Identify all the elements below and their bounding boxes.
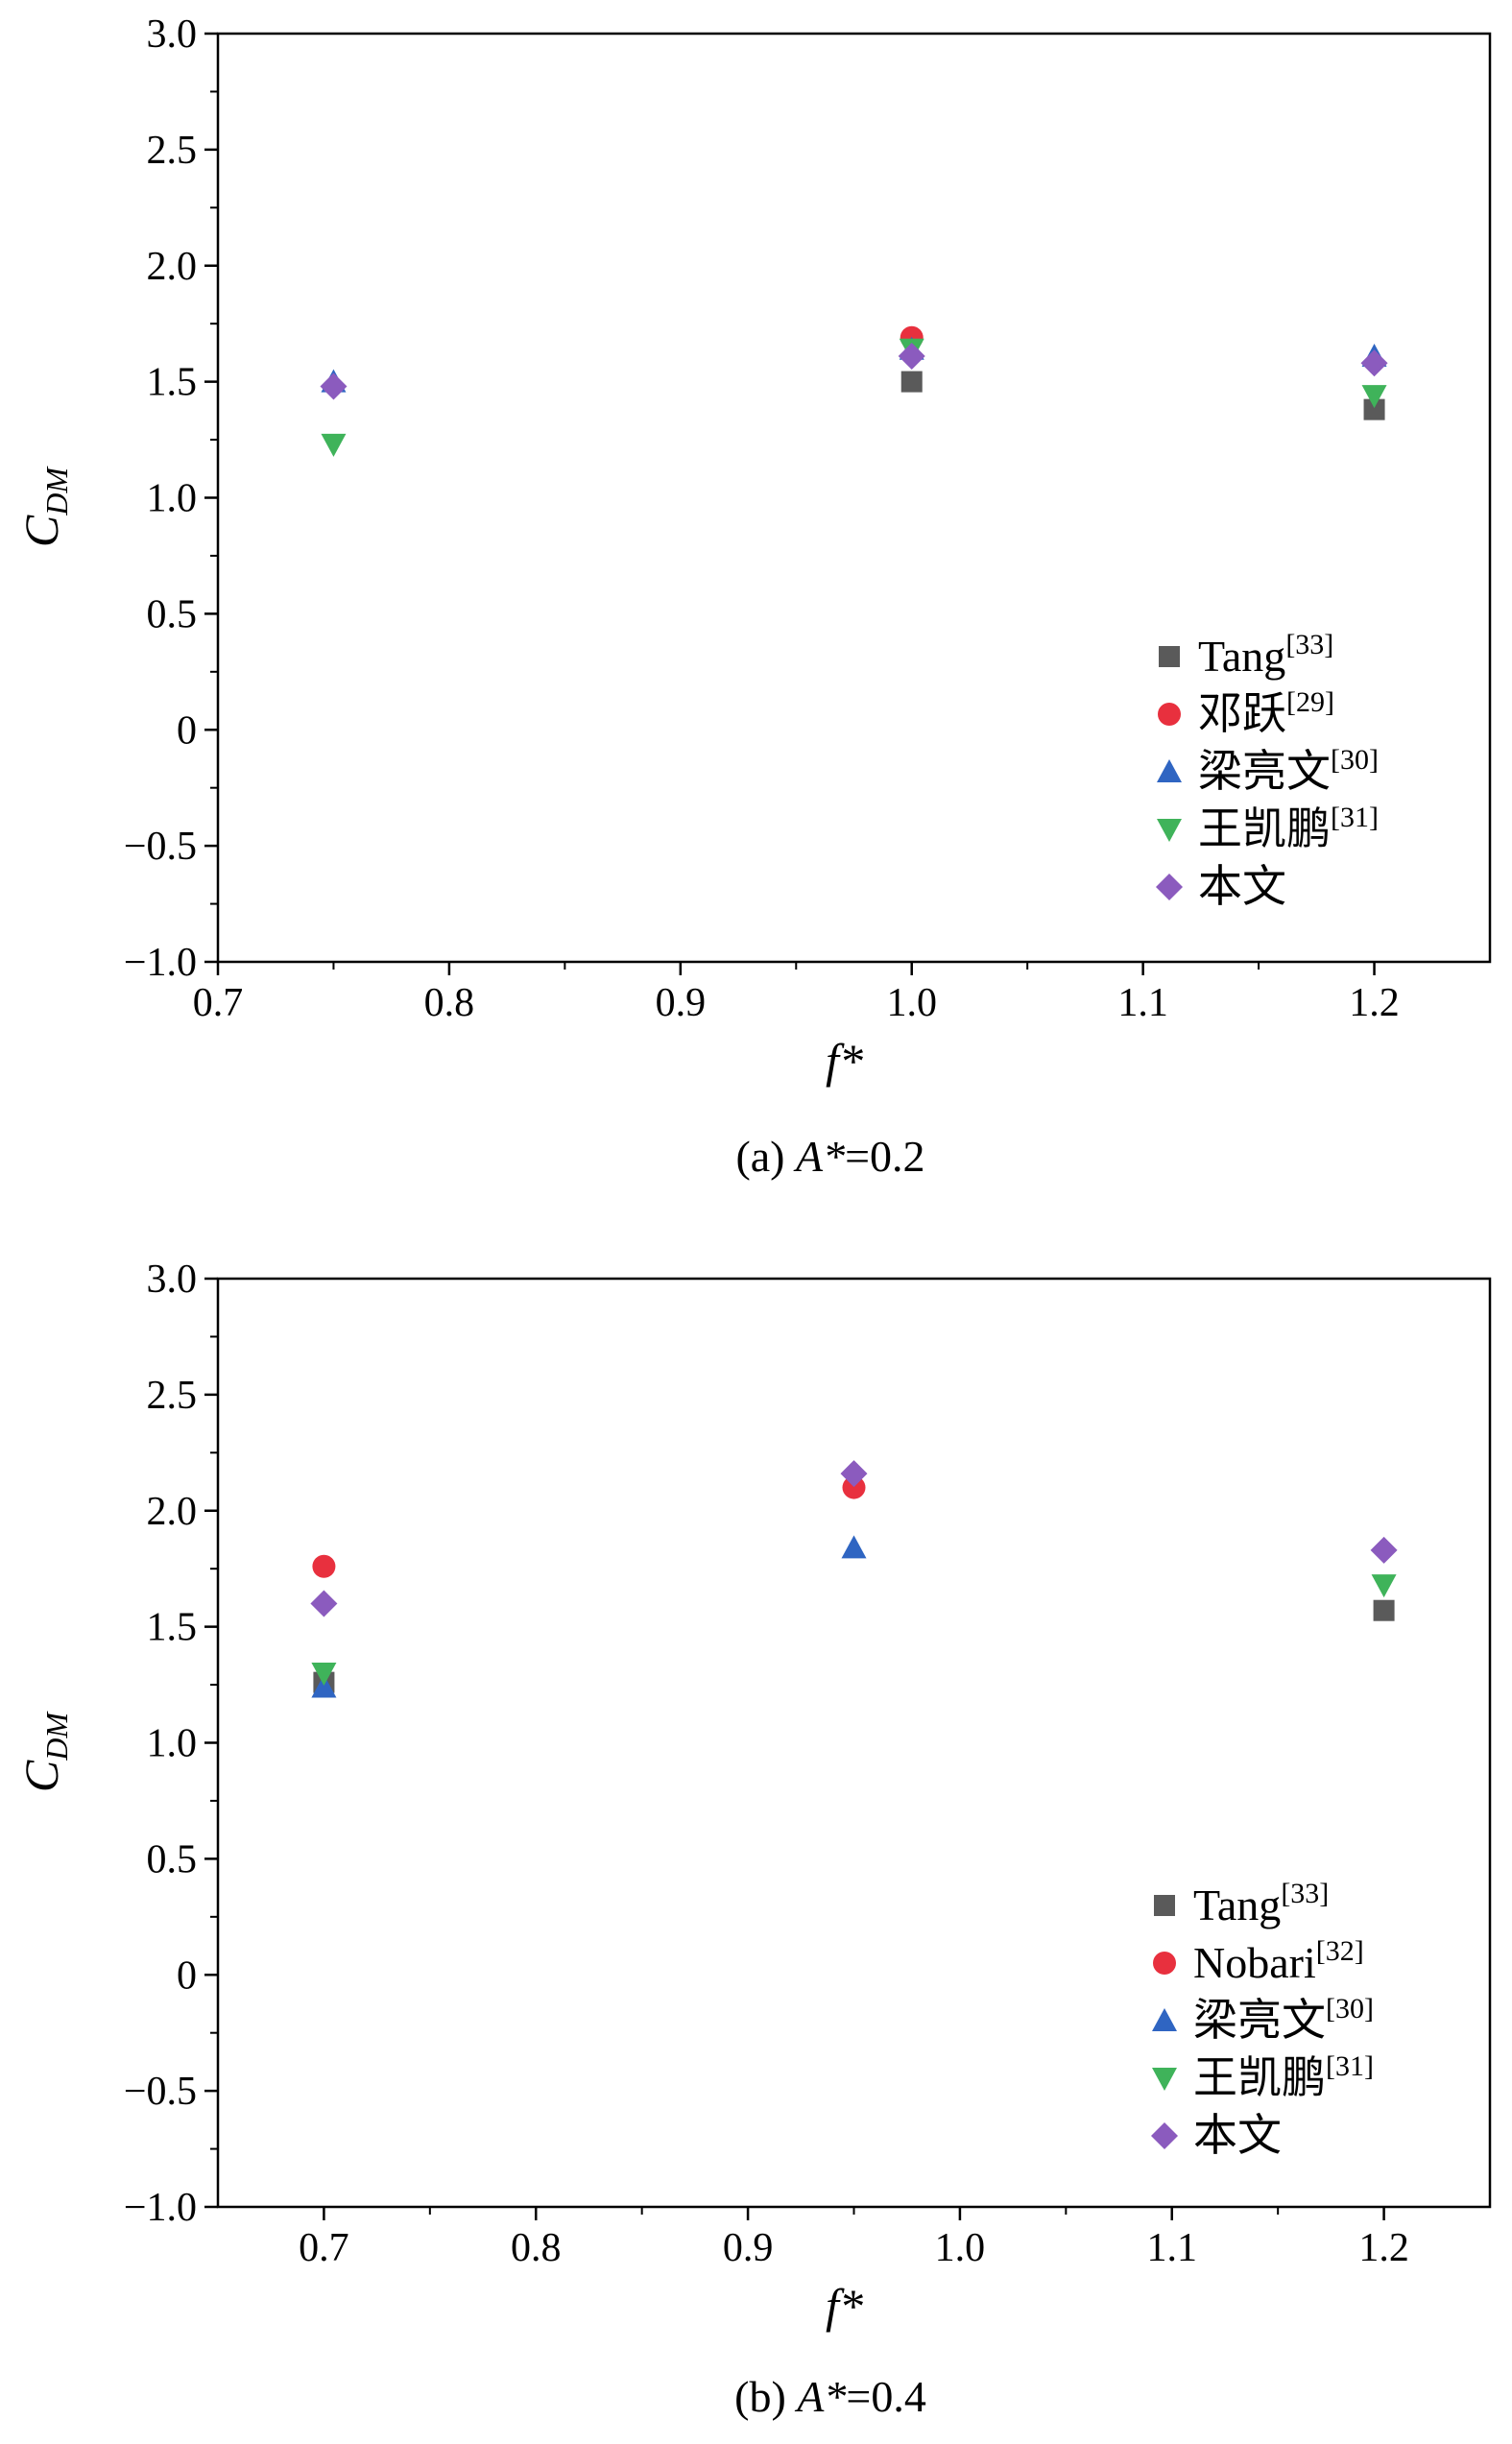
x-tick-label: 0.7: [193, 981, 244, 1025]
data-point-triangle-down: [311, 1662, 337, 1686]
x-tick-label: 1.0: [935, 2226, 986, 2270]
data-point-triangle-down: [1371, 1574, 1397, 1598]
legend-label: Nobari[32]: [1193, 1935, 1364, 1987]
legend-label: 邓跃[29]: [1198, 686, 1334, 738]
y-tick-label: 3.0: [147, 12, 198, 57]
data-point-square: [1373, 1599, 1395, 1621]
x-tick-label: 0.9: [656, 981, 707, 1025]
y-tick-label: −1.0: [124, 2186, 197, 2230]
y-axis-title: CDM: [14, 466, 74, 547]
data-point-circle: [842, 1475, 866, 1499]
legend-label: 本文: [1193, 2111, 1282, 2160]
x-tick-label: 1.2: [1358, 2226, 1409, 2270]
legend-label: 梁亮文[30]: [1198, 744, 1379, 796]
legend-label: Tang[33]: [1193, 1878, 1329, 1929]
legend-marker-triangle-down: [1157, 819, 1182, 842]
x-tick-label: 0.8: [511, 2226, 562, 2270]
legend-label: 王凯鹏[31]: [1198, 802, 1379, 853]
data-point-triangle-up: [311, 1674, 337, 1698]
legend-marker-diamond: [1151, 2122, 1178, 2149]
x-tick-label: 1.2: [1349, 981, 1400, 1025]
data-point-square: [900, 371, 923, 393]
legend-label: 梁亮文[30]: [1193, 1993, 1374, 2045]
legend-label: 王凯鹏[31]: [1193, 2050, 1374, 2102]
y-tick-label: 0: [177, 708, 197, 753]
data-point-diamond: [840, 1460, 868, 1488]
legend-marker-diamond: [1156, 874, 1183, 900]
y-tick-label: 2.5: [147, 129, 198, 173]
y-tick-label: 0.5: [147, 592, 198, 636]
legend-marker-circle: [1158, 703, 1181, 726]
legend-marker-triangle-up: [1157, 759, 1182, 782]
legend-label: 本文: [1198, 862, 1286, 911]
data-point-triangle-down: [1361, 385, 1387, 409]
x-tick-label: 0.7: [299, 2226, 349, 2270]
data-point-triangle-up: [841, 1535, 867, 1559]
data-point-circle: [312, 1554, 336, 1578]
data-point-diamond: [310, 1590, 338, 1617]
chart-caption: (a) A*=0.2: [735, 1132, 924, 1181]
x-tick-label: 0.9: [723, 2226, 774, 2270]
chart-caption: (b) A*=0.4: [734, 2372, 926, 2421]
x-tick-label: 1.1: [1147, 2226, 1198, 2270]
data-point-diamond: [1370, 1536, 1398, 1564]
legend: Tang[33]邓跃[29] 梁亮文[30] 王凯鹏[31] 本文: [1156, 629, 1379, 911]
chart-b: −1.0 −0.5 0 0.5 1.0 1.5 2.0 2.5 3.0 0.7 0.8 0.9 1.0 1…: [14, 1258, 1492, 2421]
x-tick-label: 1.1: [1117, 981, 1168, 1025]
legend-marker-square: [1154, 1895, 1175, 1916]
y-tick-label: 2.0: [147, 245, 198, 289]
y-tick-label: 0.5: [147, 1837, 198, 1881]
legend-marker-triangle-up: [1152, 2008, 1177, 2031]
y-tick-label: −1.0: [124, 941, 197, 985]
data-point-diamond: [1360, 349, 1388, 377]
legend-marker-square: [1159, 646, 1180, 667]
y-axis-title: CDM: [14, 1711, 74, 1792]
data-point-diamond: [320, 372, 348, 400]
y-tick-label: −0.5: [124, 825, 197, 869]
y-tick-label: 1.5: [147, 1606, 198, 1650]
legend: Tang[33] Nobari[32] 梁亮文[30]王凯鹏[31] 本文: [1151, 1878, 1374, 2160]
legend-marker-triangle-down: [1152, 2068, 1177, 2091]
legend-marker-circle: [1153, 1952, 1176, 1975]
legend-label: Tang[33]: [1198, 629, 1333, 681]
data-point-triangle-down: [321, 433, 347, 457]
x-axis-title: f*: [826, 1034, 863, 1088]
y-tick-label: 1.0: [147, 477, 198, 521]
y-tick-label: −0.5: [124, 2070, 197, 2114]
y-tick-label: 2.0: [147, 1490, 198, 1534]
data-point-diamond: [898, 343, 925, 371]
y-tick-label: 1.5: [147, 361, 198, 405]
x-tick-label: 0.8: [424, 981, 475, 1025]
y-tick-label: 2.5: [147, 1374, 198, 1418]
y-tick-label: 1.0: [147, 1722, 198, 1766]
y-tick-label: 3.0: [147, 1258, 198, 1302]
data-point-square: [1363, 398, 1385, 420]
x-tick-label: 1.0: [886, 981, 937, 1025]
x-axis-title: f*: [826, 2279, 863, 2333]
y-tick-label: 0: [177, 1953, 197, 1998]
chart-a: −1.0 −0.5 0 0.5 1.0 1.5 2.0 2.5 3.0 0.7 0.8 0.9 1.0 1…: [14, 12, 1492, 1181]
